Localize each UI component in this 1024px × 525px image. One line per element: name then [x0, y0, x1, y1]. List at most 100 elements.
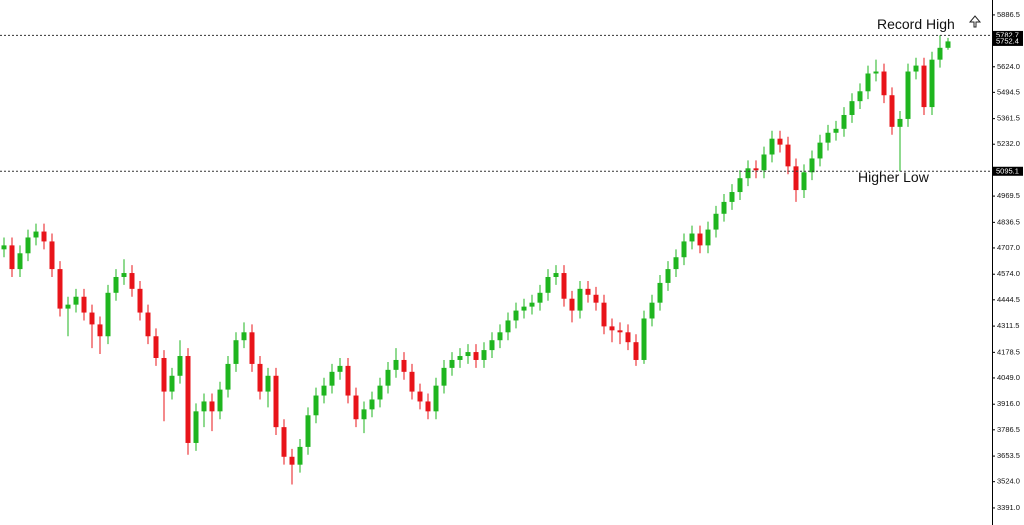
candle-body: [873, 71, 879, 74]
candle-body: [393, 359, 399, 370]
y-tick-label: 5494.5: [997, 87, 1020, 96]
candle-body: [257, 363, 263, 392]
candle-body: [345, 365, 351, 396]
candle-body: [521, 306, 527, 311]
candle-body: [857, 91, 863, 102]
y-tick-label: 4311.5: [997, 321, 1019, 330]
candle-body: [401, 359, 407, 372]
last-price-box: [993, 36, 1023, 46]
candle-body: [25, 237, 31, 254]
candle-body: [97, 324, 103, 337]
level-price-box: [993, 30, 1023, 40]
candle-body: [145, 312, 151, 337]
candle-body: [225, 363, 231, 390]
candle-body: [777, 138, 783, 145]
candle-body: [769, 138, 775, 155]
y-tick-label: 3786.5: [997, 425, 1020, 434]
candle-body: [545, 276, 551, 293]
y-tick-label: 4574.0: [997, 269, 1020, 278]
candle-body: [937, 47, 943, 60]
candle-body: [241, 332, 247, 341]
candle-body: [929, 59, 935, 108]
candle-body: [313, 395, 319, 416]
candle-body: [921, 65, 927, 108]
candle-body: [649, 302, 655, 319]
candle-body: [377, 385, 383, 400]
candle-body: [825, 132, 831, 143]
candle-body: [473, 352, 479, 360]
candle-body: [417, 391, 423, 402]
candle-body: [233, 340, 239, 364]
candle-body: [537, 292, 543, 303]
y-tick-label: 3524.0: [997, 477, 1020, 486]
candle-body: [297, 446, 303, 465]
candle-body: [41, 231, 47, 242]
candle-body: [409, 371, 415, 392]
candle-body: [801, 172, 807, 191]
candle-body: [729, 192, 735, 202]
candle-body: [913, 65, 919, 72]
candle-body: [337, 365, 343, 372]
candle-body: [353, 395, 359, 420]
candle-body: [321, 385, 327, 396]
candle-body: [841, 114, 847, 129]
level-price-label: 5095.1: [996, 166, 1019, 175]
candle-body: [265, 375, 271, 392]
candle-body: [897, 118, 903, 127]
candle-body: [105, 292, 111, 337]
candle-body: [49, 241, 55, 270]
candle-body: [681, 241, 687, 258]
candle-body: [289, 456, 295, 465]
candle-body: [1, 245, 7, 250]
candle-body: [905, 71, 911, 119]
candle-body: [561, 273, 567, 299]
candle-body: [9, 245, 15, 270]
candle-body: [65, 304, 71, 309]
candle-body: [489, 340, 495, 351]
candle-body: [721, 201, 727, 214]
candle-body: [121, 273, 127, 277]
y-tick-label: 4049.0: [997, 373, 1020, 382]
candle-body: [753, 168, 759, 171]
candle-body: [153, 336, 159, 358]
candle-body: [577, 288, 583, 311]
candle-body: [705, 229, 711, 246]
candle-body: [193, 411, 199, 443]
candle-body: [201, 401, 207, 412]
candle-body: [833, 128, 839, 133]
candle-body: [737, 178, 743, 193]
candle-body: [57, 269, 63, 309]
candle-body: [209, 401, 215, 412]
level-annotation: Record High: [877, 16, 955, 32]
level-price-label: 5782.7: [996, 30, 1019, 39]
y-tick-label: 3653.5: [997, 451, 1020, 460]
candle-body: [169, 375, 175, 392]
candle-body: [785, 144, 791, 167]
level-annotation: Higher Low: [858, 169, 930, 185]
candle-body: [529, 302, 535, 307]
candle-body: [137, 288, 143, 313]
candle-body: [665, 269, 671, 283]
y-tick-label: 4707.0: [997, 243, 1020, 252]
candle-body: [185, 356, 191, 443]
candle-body: [177, 356, 183, 376]
candle-body: [273, 375, 279, 428]
candle-body: [745, 168, 751, 179]
last-price-label: 5752.4: [996, 36, 1019, 45]
candle-body: [73, 296, 79, 305]
candle-body: [513, 310, 519, 321]
candle-body: [865, 73, 871, 92]
candle-body: [33, 231, 39, 238]
candle-body: [809, 158, 815, 173]
up-arrow-icon: [968, 15, 982, 28]
candle-body: [641, 318, 647, 360]
candle-body: [657, 282, 663, 303]
candle-body: [945, 41, 951, 48]
candle-body: [889, 95, 895, 127]
candle-body: [625, 332, 631, 343]
candle-body: [449, 359, 455, 368]
candle-body: [281, 427, 287, 457]
candle-body: [617, 330, 623, 333]
y-tick-label: 4178.5: [997, 347, 1020, 356]
candle-body: [217, 389, 223, 412]
